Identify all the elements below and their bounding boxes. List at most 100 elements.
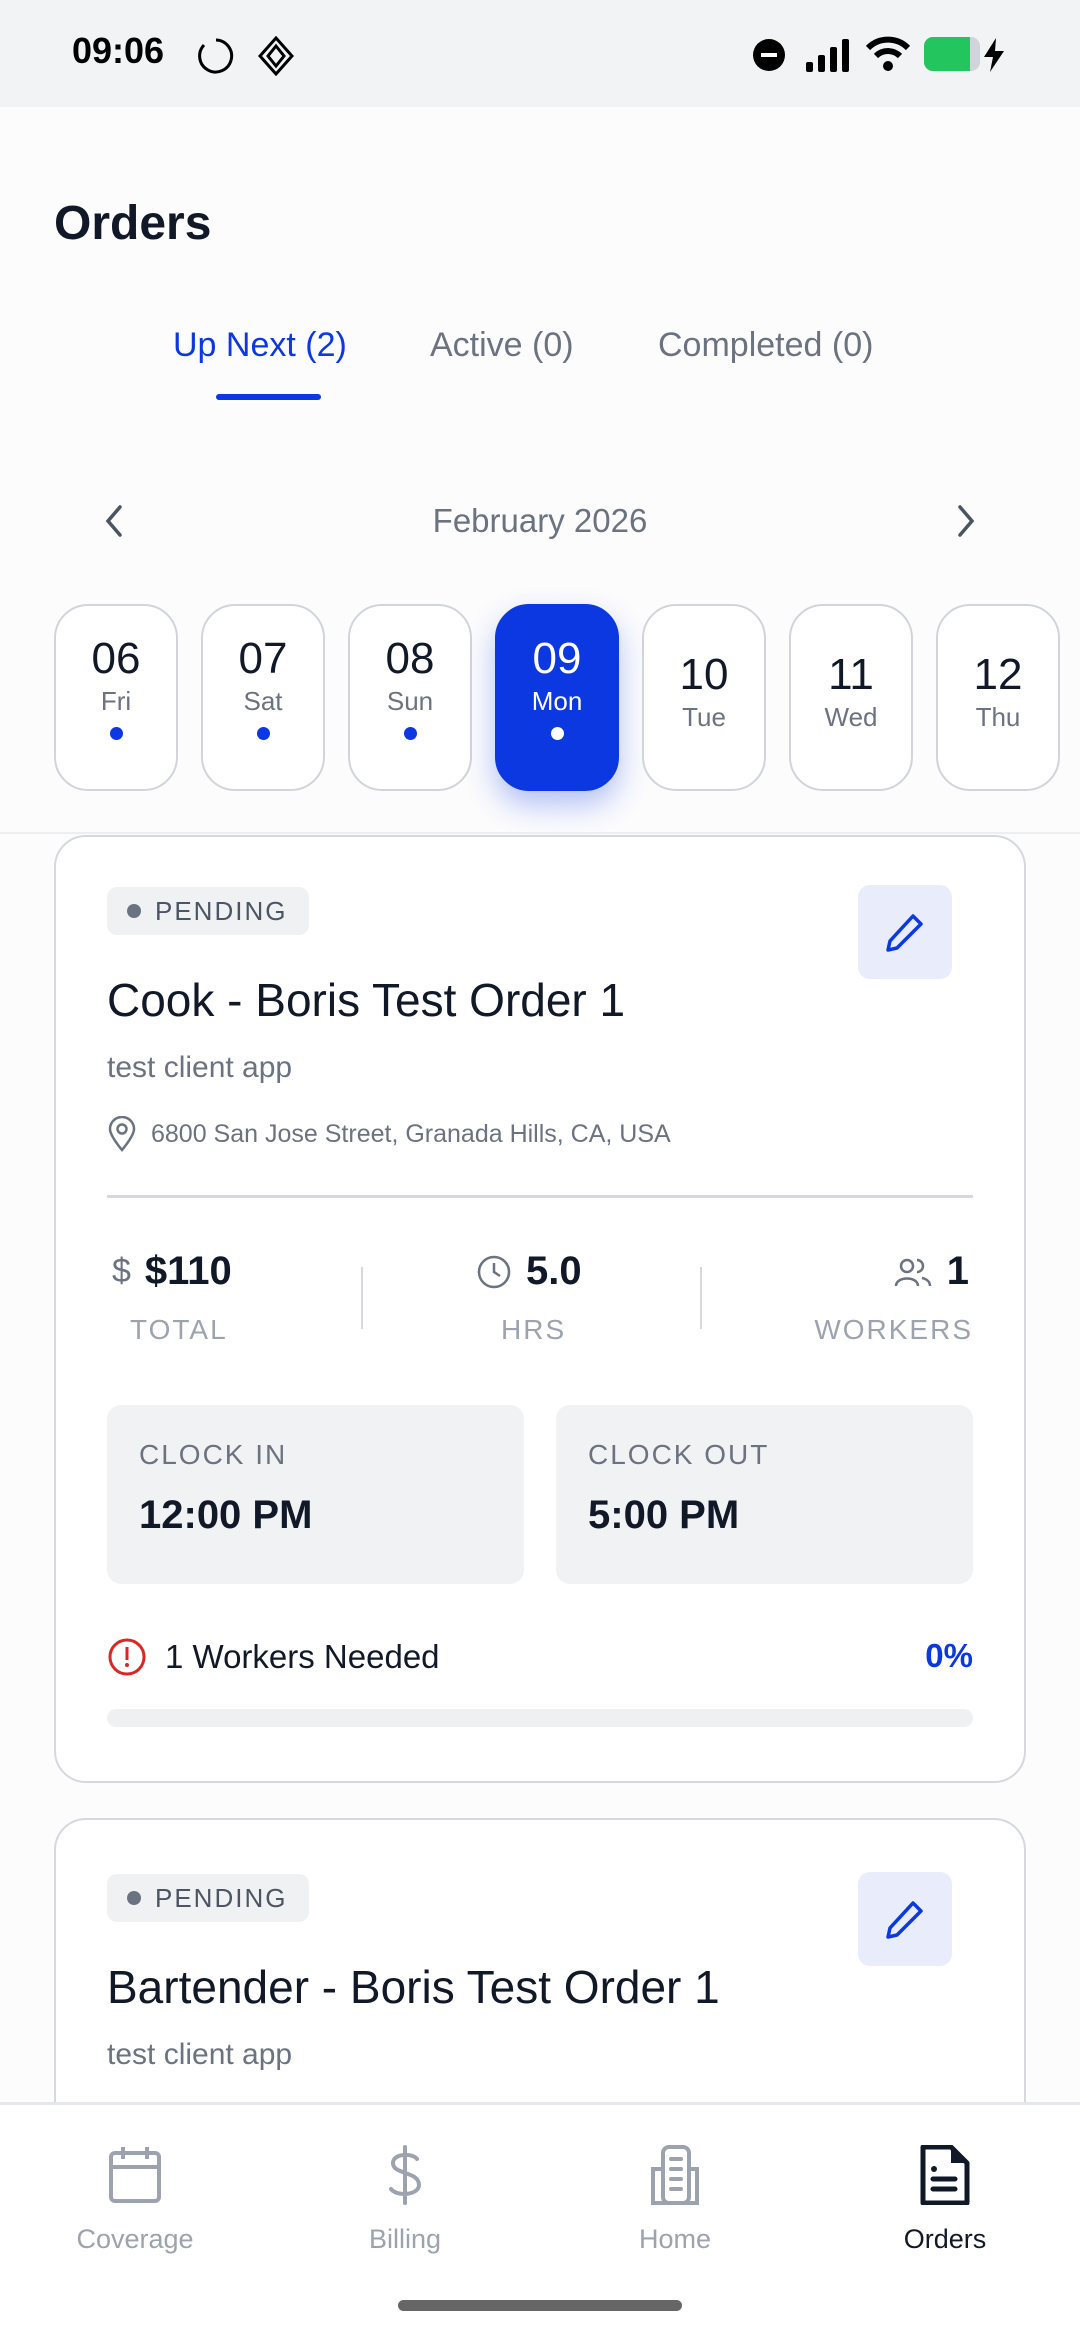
building-icon	[651, 2145, 699, 2205]
prev-month-chevron-icon[interactable]	[100, 503, 130, 539]
users-icon	[894, 1258, 931, 1286]
date-number: 12	[973, 650, 1023, 699]
client-name: test client app	[107, 2038, 293, 2071]
order-card[interactable]: PENDING Cook - Boris Test Order 1 test c…	[54, 835, 1026, 1783]
status-dot-icon	[127, 904, 141, 918]
clock-in-box: CLOCK IN 12:00 PM	[107, 1405, 524, 1584]
app-diamond-icon	[257, 36, 295, 76]
workers-value: 1	[946, 1249, 969, 1293]
date-pill-12[interactable]: 12 Thu	[936, 604, 1060, 791]
stat-separator	[361, 1267, 363, 1329]
total-label: TOTAL	[130, 1314, 228, 1345]
dnd-icon	[753, 39, 785, 71]
status-text: PENDING	[155, 1882, 288, 1913]
date-number: 11	[828, 650, 874, 699]
nav-home[interactable]: Home	[540, 2145, 810, 2255]
fill-percent: 0%	[925, 1637, 973, 1674]
signal-icon	[806, 39, 849, 72]
weekday: Mon	[531, 686, 583, 716]
workers-needed-text: 1 Workers Needed	[165, 1638, 440, 1675]
has-orders-dot	[256, 727, 270, 740]
nav-label: Billing	[368, 2224, 442, 2254]
order-title: Cook - Boris Test Order 1	[107, 974, 626, 1026]
weekday: Fri	[100, 686, 132, 716]
clock-out-label: CLOCK OUT	[588, 1439, 770, 1470]
weekday: Wed	[824, 702, 878, 732]
has-orders-dot	[403, 727, 417, 740]
status-text: PENDING	[155, 895, 288, 926]
stat-separator	[700, 1267, 702, 1329]
client-name: test client app	[107, 1051, 293, 1084]
dollar-icon: $	[112, 1252, 131, 1290]
nav-label: Coverage	[76, 2224, 194, 2254]
next-month-chevron-icon[interactable]	[950, 503, 980, 539]
total-value: $110	[144, 1249, 232, 1293]
hours-stat: 5.0	[476, 1249, 582, 1294]
has-orders-dot	[550, 727, 564, 740]
clock-out-box: CLOCK OUT 5:00 PM	[556, 1405, 973, 1584]
hours-value: 5.0	[526, 1249, 582, 1293]
date-pill-06[interactable]: 06 Fri	[54, 604, 178, 791]
location-pin-icon	[108, 1116, 136, 1152]
status-dot-icon	[127, 1891, 141, 1905]
workers-label: WORKERS	[814, 1314, 973, 1345]
pencil-icon	[886, 914, 923, 952]
order-title: Bartender - Boris Test Order 1	[107, 1961, 720, 2013]
charging-icon	[984, 38, 1004, 72]
weekday: Sun	[386, 686, 434, 716]
weekday: Thu	[975, 702, 1021, 732]
tab-completed[interactable]: Completed (0)	[658, 326, 874, 364]
date-pill-07[interactable]: 07 Sat	[201, 604, 325, 791]
alert-icon	[108, 1638, 146, 1676]
date-number: 08	[385, 634, 435, 683]
status-bar: 09:06	[0, 0, 1080, 107]
clock-in-label: CLOCK IN	[139, 1439, 288, 1470]
date-pill-11[interactable]: 11 Wed	[789, 604, 913, 791]
clock-out-time: 5:00 PM	[588, 1493, 740, 1537]
tab-up-next[interactable]: Up Next (2)	[173, 326, 347, 364]
clock-in-time: 12:00 PM	[139, 1493, 313, 1537]
date-pill-08[interactable]: 08 Sun	[348, 604, 472, 791]
nav-label: Orders	[903, 2224, 987, 2254]
battery-icon	[924, 37, 980, 71]
tab-active[interactable]: Active (0)	[430, 326, 574, 364]
workers-stat: 1	[893, 1249, 969, 1294]
status-time: 09:06	[72, 30, 165, 71]
status-badge: PENDING	[107, 1874, 310, 1922]
loading-icon	[198, 38, 234, 74]
document-icon	[920, 2144, 970, 2206]
weekday: Sat	[243, 686, 283, 716]
home-indicator[interactable]	[398, 2300, 682, 2311]
date-pill-10[interactable]: 10 Tue	[642, 604, 766, 791]
has-orders-dot	[109, 727, 123, 740]
hours-label: HRS	[501, 1314, 567, 1345]
nav-orders[interactable]: Orders	[810, 2144, 1080, 2255]
card-divider	[107, 1195, 973, 1198]
calendar-icon	[109, 2147, 161, 2203]
date-number: 09	[532, 634, 582, 683]
month-label: February 2026	[432, 502, 648, 539]
clock-icon	[477, 1255, 511, 1288]
date-number: 07	[238, 634, 288, 683]
pencil-icon	[886, 1901, 923, 1939]
date-number: 06	[91, 634, 141, 683]
wifi-icon	[866, 36, 910, 71]
workers-needed: 1 Workers Needed	[107, 1637, 440, 1677]
edit-button[interactable]	[858, 1872, 952, 1966]
date-pill-09[interactable]: 09 Mon	[495, 604, 619, 791]
dollar-icon	[389, 2145, 422, 2205]
nav-billing[interactable]: Billing	[270, 2145, 540, 2255]
order-address: 6800 San Jose Street, Granada Hills, CA,…	[107, 1116, 671, 1152]
edit-button[interactable]	[858, 885, 952, 979]
status-badge: PENDING	[107, 887, 310, 935]
address-text: 6800 San Jose Street, Granada Hills, CA,…	[151, 1119, 671, 1148]
divider	[0, 832, 1080, 834]
nav-coverage[interactable]: Coverage	[0, 2145, 270, 2255]
total-stat: $ $110	[112, 1249, 232, 1294]
date-number: 10	[679, 650, 729, 699]
weekday: Tue	[682, 702, 726, 732]
nav-label: Home	[638, 2224, 712, 2254]
page-title: Orders	[54, 197, 212, 250]
tab-indicator	[216, 394, 321, 400]
fill-progress-bar	[107, 1709, 973, 1727]
